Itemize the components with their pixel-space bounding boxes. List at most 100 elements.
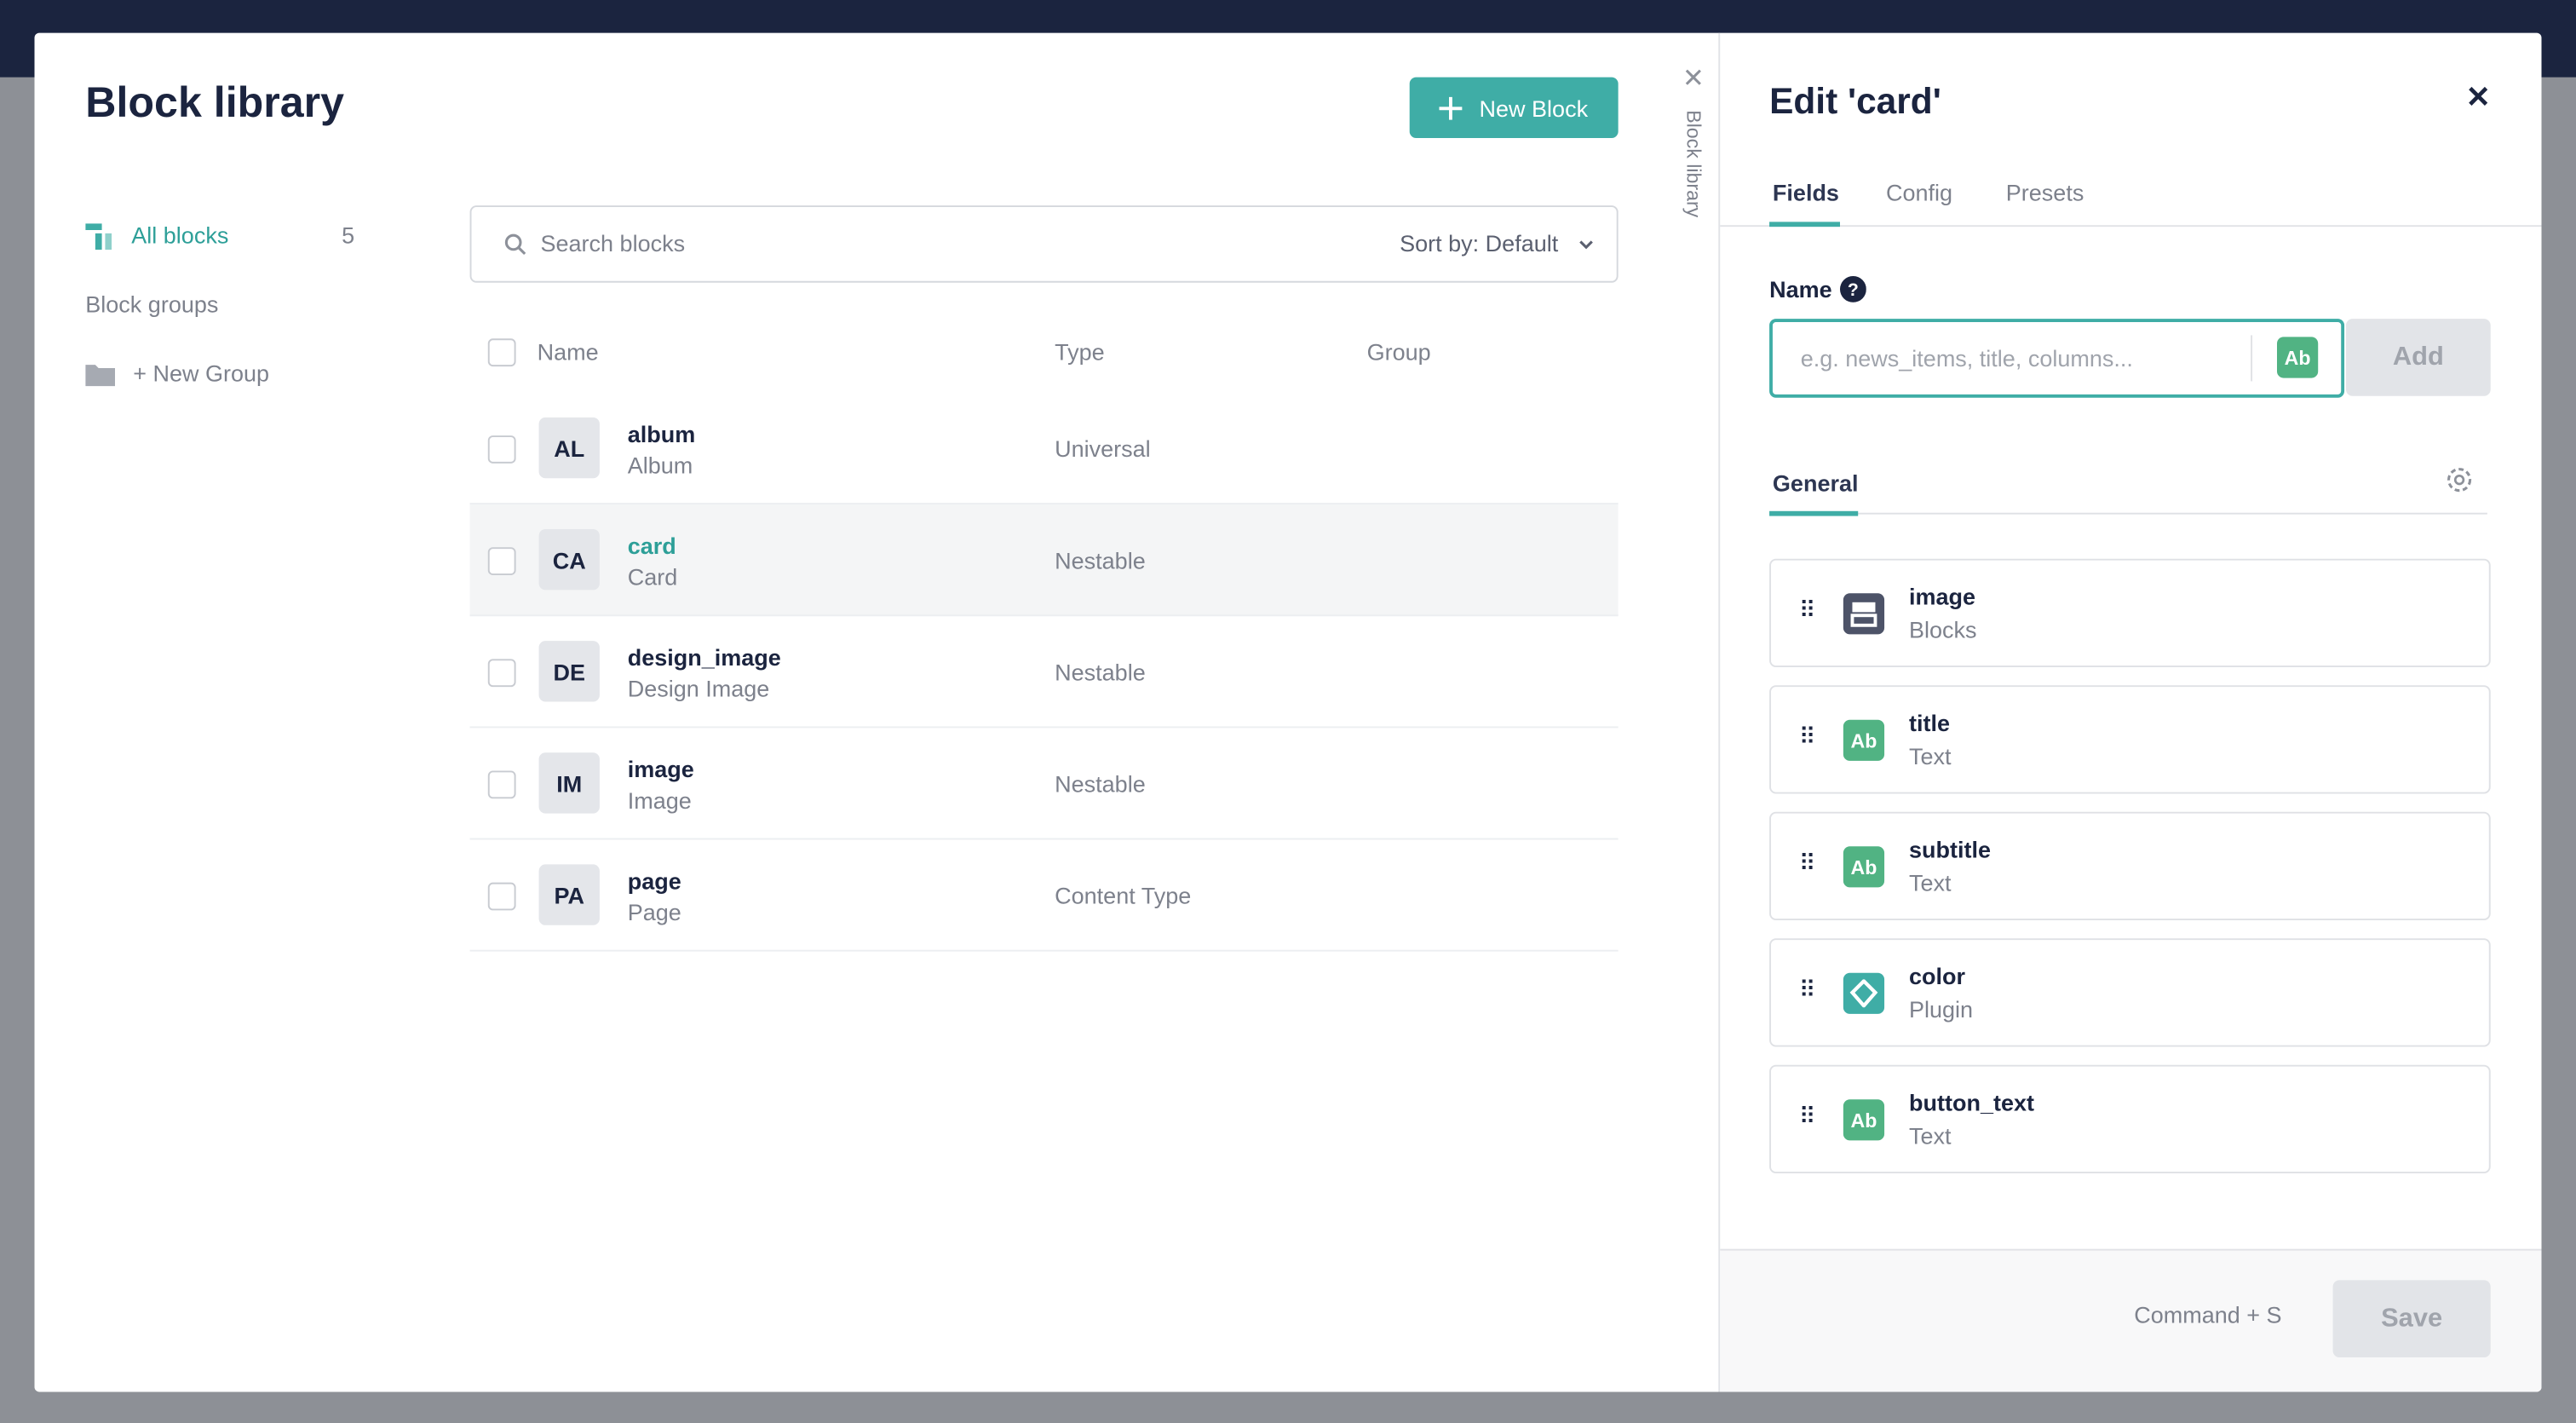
editor-tab[interactable]: Config	[1885, 179, 1953, 206]
field-type: Text	[1908, 1122, 1952, 1149]
row-checkbox[interactable]	[487, 547, 516, 575]
field-name: subtitle	[1908, 836, 1992, 863]
search-box[interactable]: Search blocks Sort by: Default	[469, 205, 1619, 283]
block-avatar: AL	[538, 417, 600, 479]
block-type: Nestable	[1055, 770, 1146, 798]
block-name[interactable]: card	[627, 532, 676, 559]
block-name[interactable]: design_image	[627, 643, 781, 671]
general-tab[interactable]: General	[1772, 470, 1859, 497]
chevron-icon	[1579, 240, 1593, 250]
row-divider	[469, 949, 1619, 952]
library-title: Block library	[85, 77, 345, 127]
field-card[interactable]: ⠿ color Plugin	[1769, 938, 2491, 1047]
block-display-name: Page	[627, 898, 681, 925]
block-type: Nestable	[1055, 547, 1146, 574]
field-icon	[1843, 972, 1885, 1014]
modal: Block library New Block All blocks 5 Blo…	[34, 32, 2542, 1392]
row-checkbox[interactable]	[487, 659, 516, 688]
row-checkbox[interactable]	[487, 435, 516, 464]
new-block-button[interactable]: New Block	[1409, 77, 1619, 138]
block-avatar: DE	[538, 641, 600, 702]
column-header: Group	[1366, 338, 1431, 366]
new-group-link[interactable]: + New Group	[133, 360, 270, 387]
drag-handle[interactable]: ⠿	[1798, 976, 1816, 1003]
block-name[interactable]: image	[627, 756, 694, 782]
editor-tab[interactable]: Fields	[1772, 179, 1839, 206]
name-label: Name	[1769, 275, 1832, 302]
field-name: button_text	[1908, 1089, 2034, 1116]
block-display-name: Image	[627, 786, 692, 814]
input-divider	[2251, 335, 2253, 382]
drag-handle[interactable]: ⠿	[1798, 850, 1816, 876]
block-avatar: IM	[538, 752, 600, 814]
drag-handle[interactable]: ⠿	[1798, 596, 1816, 623]
row-divider	[469, 614, 1619, 617]
drag-handle[interactable]: ⠿	[1798, 1103, 1816, 1129]
field-name: color	[1908, 963, 1966, 989]
block-avatar: PA	[538, 864, 600, 925]
search-icon	[504, 233, 526, 255]
block-type: Content Type	[1055, 882, 1192, 909]
all-blocks-link[interactable]: All blocks	[131, 222, 229, 249]
block-name[interactable]: page	[627, 867, 681, 895]
field-card[interactable]: ⠿ Ab title Text	[1769, 685, 2491, 794]
field-type: Text	[1908, 869, 1952, 896]
row-checkbox[interactable]	[487, 770, 516, 799]
close-editor[interactable]: ✕	[2465, 80, 2491, 114]
add-button[interactable]: Add	[2345, 319, 2491, 396]
field-type: Text	[1908, 742, 1952, 769]
blocks-glyph	[1850, 602, 1877, 627]
name-input[interactable]: e.g. news_items, title, columns... Ab	[1769, 319, 2345, 398]
field-type: Plugin	[1908, 995, 1974, 1023]
block-avatar: CA	[538, 528, 600, 591]
panel-divider	[1718, 32, 1721, 1392]
collapse-library[interactable]: ✕	[1682, 66, 1705, 94]
settings-icon[interactable]	[2445, 465, 2475, 495]
block-display-name: Album	[627, 452, 693, 479]
plugin-glyph	[1849, 979, 1878, 1008]
editor-tab[interactable]: Presets	[2005, 179, 2084, 206]
block-display-name: Design Image	[627, 675, 770, 702]
field-type: Blocks	[1908, 616, 1977, 643]
drag-handle[interactable]: ⠿	[1798, 723, 1816, 750]
search-placeholder: Search blocks	[540, 229, 686, 256]
row-divider	[469, 838, 1619, 840]
row-divider	[469, 726, 1619, 729]
block-groups-heading: Block groups	[85, 291, 219, 318]
editor-title: Edit 'card'	[1769, 80, 1941, 122]
all-blocks-count: 5	[342, 222, 355, 249]
field-icon	[1843, 593, 1885, 635]
new-block-label: New Block	[1479, 94, 1589, 121]
sort-dropdown[interactable]: Sort by: Default	[1400, 229, 1559, 256]
field-name: title	[1908, 710, 1951, 736]
section-underline	[1769, 510, 1859, 516]
section-border	[1769, 512, 2487, 515]
help-icon: ?	[1839, 275, 1866, 302]
field-icon: Ab	[1843, 1099, 1885, 1141]
save-button[interactable]: Save	[2332, 1280, 2491, 1357]
row-checkbox[interactable]	[487, 882, 516, 911]
field-card[interactable]: ⠿ Ab button_text Text	[1769, 1064, 2491, 1173]
tabs-border	[1720, 225, 2542, 228]
block-type: Nestable	[1055, 659, 1146, 686]
block-display-name: Card	[627, 563, 678, 591]
all-blocks-icon	[85, 223, 112, 251]
row-divider	[469, 503, 1619, 505]
svg-text:?: ?	[1848, 280, 1859, 300]
type-badge[interactable]: Ab	[2276, 337, 2319, 378]
field-icon: Ab	[1843, 846, 1885, 888]
folder-icon	[85, 365, 115, 387]
row-highlight	[469, 504, 1619, 617]
block-type: Universal	[1055, 435, 1151, 462]
field-card[interactable]: ⠿ image Blocks	[1769, 558, 2491, 667]
select-all-checkbox[interactable]	[487, 338, 516, 367]
library-side-tab[interactable]: Block library	[1682, 110, 1705, 218]
tab-underline	[1769, 222, 1840, 228]
block-name[interactable]: album	[627, 420, 696, 447]
field-card[interactable]: ⠿ Ab subtitle Text	[1769, 811, 2491, 920]
column-header: Type	[1055, 338, 1105, 366]
field-name: image	[1908, 583, 1976, 610]
shortcut-hint: Command + S	[2134, 1301, 2282, 1328]
